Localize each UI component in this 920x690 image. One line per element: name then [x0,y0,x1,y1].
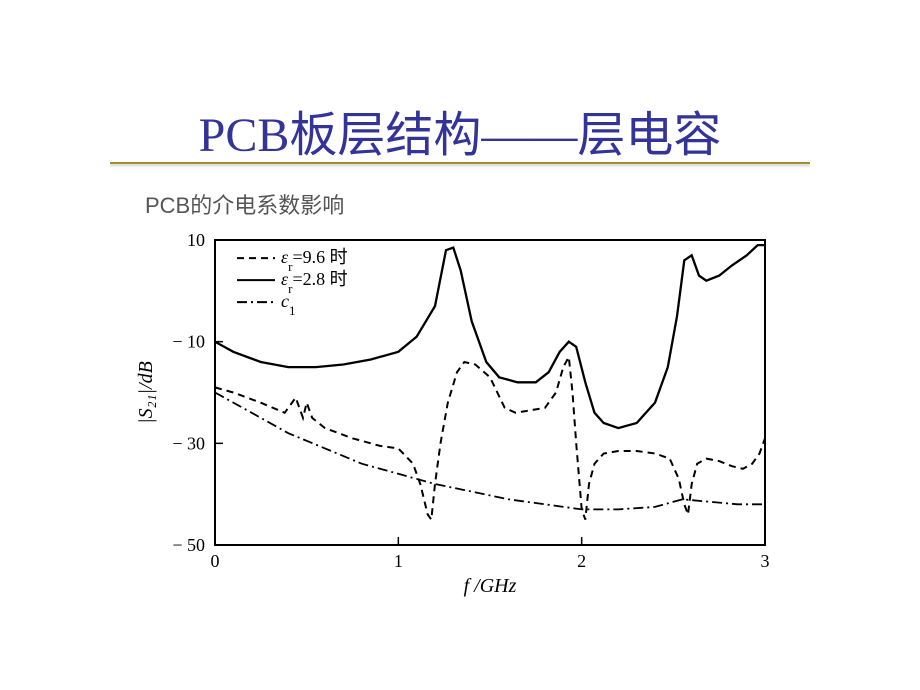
slide-subtitle: PCB的介电系数影响 [145,188,344,220]
y-tick-label: − 50 [172,535,205,555]
slide-title: PCB板层结构——层电容 [0,95,920,165]
slide: PCB板层结构——层电容 PCB的介电系数影响 0 1 2 3 10 − 10 − 30 − … [0,0,920,690]
y-axis-label: |S₂₁|/dB [135,361,157,424]
y-tick-label: 10 [187,230,205,250]
x-tick-label: 0 [211,551,220,571]
y-tick-label: − 10 [172,332,205,352]
s21-chart: 012310− 10− 30− 50f /GHz|S₂₁|/dBεr=9.6 时… [130,230,795,600]
x-tick-label: 3 [761,551,770,571]
x-tick-label: 2 [577,551,586,571]
y-tick-label: − 30 [172,433,205,453]
x-axis-label: f /GHz [464,575,517,597]
chart-svg: 012310− 10− 30− 50f /GHz|S₂₁|/dBεr=9.6 时… [130,230,795,600]
x-tick-label: 1 [394,551,403,571]
title-underline [110,162,810,164]
